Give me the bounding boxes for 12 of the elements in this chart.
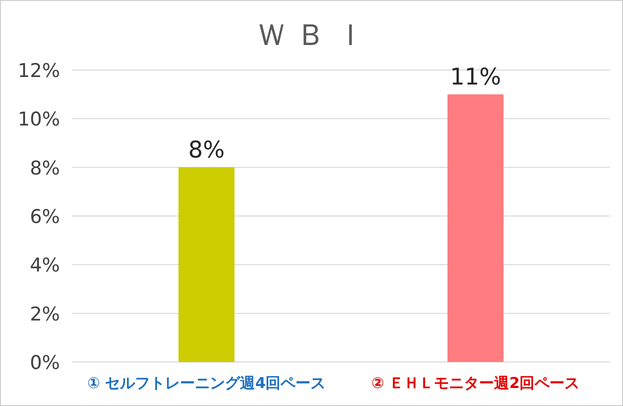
chart-title: Ｗ Ｂ Ｉ	[256, 18, 366, 53]
y-tick-label: 10%	[18, 108, 60, 131]
x-tick-label: ① セルフトレーニング週4回ペース	[87, 374, 326, 392]
y-tick-label: 0%	[30, 352, 60, 374]
y-tick-label: 6%	[30, 206, 60, 228]
data-label: 11%	[450, 64, 502, 90]
y-tick-label: 12%	[18, 60, 60, 82]
y-tick-label: 2%	[30, 303, 60, 326]
data-label: 8%	[188, 137, 225, 164]
x-tick-label: ② ＥＨＬモニター週2回ペース	[371, 374, 580, 392]
y-tick-label: 4%	[30, 254, 60, 277]
y-tick-label: 8%	[30, 157, 60, 180]
